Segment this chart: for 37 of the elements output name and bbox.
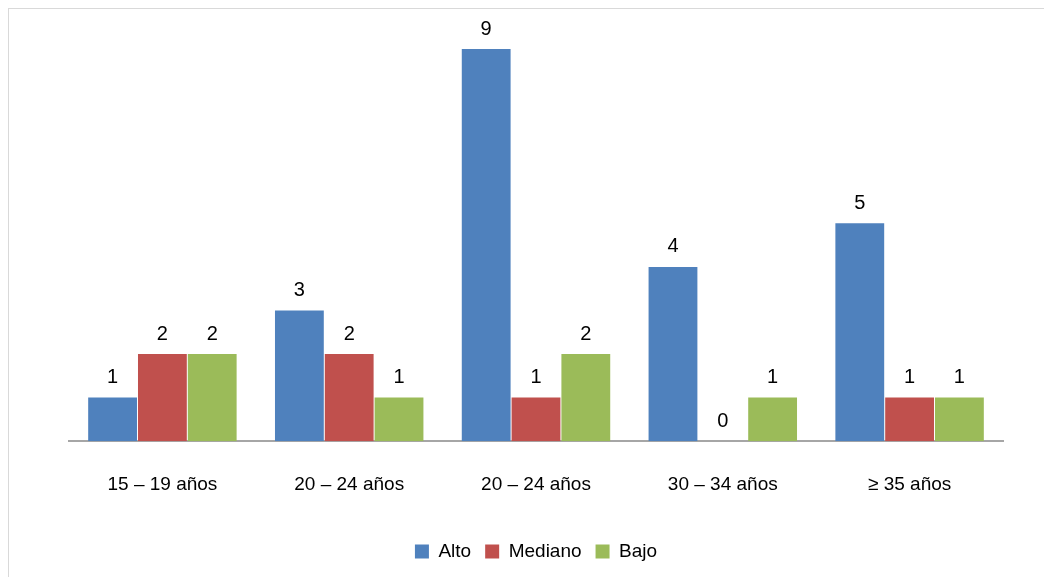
bar [274, 310, 324, 442]
data-label: 3 [293, 277, 305, 300]
bar [88, 397, 137, 442]
legend-label: Mediano [508, 539, 582, 561]
bar [461, 49, 511, 442]
bar [648, 266, 698, 442]
bar [835, 223, 885, 442]
data-label: 5 [854, 190, 866, 213]
legend-label: Bajo [619, 539, 658, 561]
data-label: 1 [767, 365, 779, 388]
bar [561, 354, 611, 442]
x-tick-label: 20 – 24 años [294, 472, 405, 494]
data-label: 1 [904, 365, 916, 388]
data-label: 4 [667, 234, 679, 257]
x-tick-label: ≥ 35 años [867, 472, 952, 494]
bar [374, 397, 424, 442]
bar [748, 397, 798, 442]
data-label: 0 [717, 408, 729, 431]
data-label: 2 [580, 321, 592, 344]
bar [137, 354, 187, 442]
bar [511, 397, 561, 442]
data-label: 1 [953, 365, 965, 388]
x-tick-label: 20 – 24 años [481, 472, 591, 494]
x-tick-label: 15 – 19 años [107, 472, 218, 494]
data-label: 2 [343, 321, 355, 344]
x-tick-label: 30 – 34 años [667, 472, 778, 494]
data-label: 1 [107, 365, 119, 388]
data-label: 9 [480, 16, 492, 39]
bar [324, 354, 374, 442]
data-label: 2 [206, 321, 218, 344]
legend-label: Alto [438, 539, 472, 561]
data-label: 1 [393, 365, 405, 388]
data-label: 1 [530, 365, 542, 388]
bar [885, 397, 935, 442]
bar [935, 397, 984, 442]
data-label: 2 [156, 321, 168, 344]
bar [187, 354, 237, 442]
